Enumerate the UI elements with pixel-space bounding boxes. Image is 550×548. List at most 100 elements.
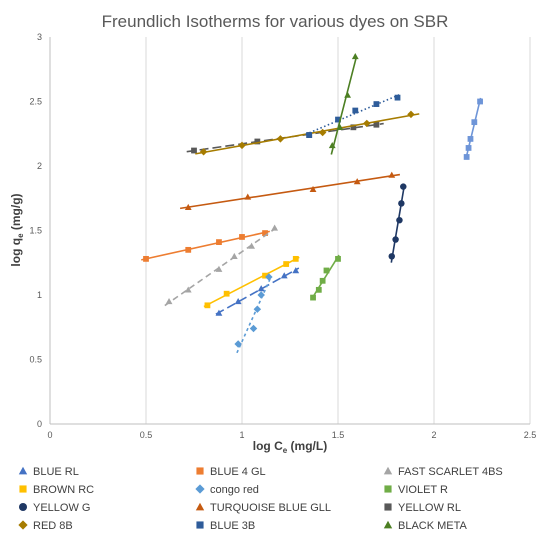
data-point: [253, 305, 262, 313]
data-point: [373, 121, 380, 128]
data-point: [335, 255, 341, 262]
chart-title: Freundlich Isotherms for various dyes on…: [101, 12, 449, 31]
data-point: [234, 340, 242, 348]
legend-marker: [196, 521, 204, 529]
data-point: [204, 302, 211, 309]
legend-label: YELLOW G: [33, 502, 90, 514]
data-point: [351, 52, 359, 60]
series-trendline: [330, 57, 357, 155]
data-point: [248, 242, 255, 249]
legend-marker: [19, 485, 27, 493]
series-7: [179, 171, 401, 210]
series-1: [141, 230, 270, 262]
legend-label: congo red: [210, 484, 259, 496]
data-point: [262, 272, 268, 279]
data-point: [392, 236, 399, 243]
data-point: [223, 290, 230, 297]
x-tick-label: 0: [47, 430, 52, 440]
data-point: [323, 267, 330, 274]
data-point: [344, 91, 351, 98]
data-point: [271, 224, 279, 231]
y-tick-label: 1.5: [29, 226, 42, 236]
legend-marker: [384, 485, 392, 493]
data-point: [215, 265, 223, 272]
series-trendline: [179, 173, 401, 210]
data-point: [353, 178, 361, 185]
data-point: [265, 273, 273, 281]
legend-label: YELLOW RL: [398, 502, 461, 514]
y-tick-label: 0.5: [29, 355, 42, 365]
legend-label: BROWN RC: [33, 484, 94, 496]
legend-label: VIOLET R: [398, 484, 448, 496]
data-point: [465, 145, 472, 151]
data-point: [238, 141, 246, 150]
data-point: [328, 141, 336, 149]
x-axis-title: log Ce (mg/L): [253, 439, 327, 455]
legend-marker: [18, 466, 28, 475]
series-5: [310, 254, 341, 301]
series-4: [234, 273, 273, 354]
data-point: [143, 255, 149, 262]
series-3: [203, 255, 300, 309]
data-point: [191, 147, 197, 154]
legend-marker: [19, 503, 27, 511]
data-point: [477, 98, 483, 105]
data-point: [335, 116, 341, 123]
data-point: [463, 154, 470, 160]
data-point: [388, 253, 395, 260]
legend-marker: [383, 466, 393, 475]
data-point: [292, 267, 300, 274]
series-trendline: [164, 225, 280, 307]
series-trendline: [141, 230, 270, 261]
data-point: [394, 94, 401, 101]
data-point: [215, 309, 223, 316]
legend-marker: [384, 503, 392, 511]
data-point: [318, 128, 327, 137]
y-tick-label: 3: [37, 32, 42, 42]
series-trendline: [305, 93, 402, 136]
x-tick-label: 0.5: [140, 430, 153, 440]
data-point: [283, 261, 290, 267]
data-point: [315, 286, 322, 293]
data-point: [184, 286, 192, 293]
series-6: [388, 183, 407, 263]
data-point: [199, 148, 208, 156]
data-point: [319, 277, 326, 284]
data-point: [257, 291, 265, 299]
legend-label: BLUE 4 GL: [210, 466, 266, 478]
legend-label: FAST SCARLET 4BS: [398, 466, 503, 478]
data-point: [407, 110, 415, 119]
series-2: [164, 224, 280, 307]
x-tick-label: 1.5: [332, 430, 345, 440]
data-point: [249, 324, 258, 333]
legend-label: TURQUOISE BLUE GLL: [210, 502, 331, 514]
data-point: [239, 234, 245, 240]
data-point: [244, 193, 252, 200]
legend-label: RED 8B: [33, 520, 73, 532]
data-point: [280, 272, 288, 279]
data-point: [373, 101, 380, 107]
data-point: [396, 216, 403, 224]
series-12: [463, 97, 483, 160]
legend-marker: [383, 520, 393, 529]
data-point: [471, 119, 478, 126]
data-point: [234, 298, 242, 305]
legend-marker: [195, 502, 205, 511]
data-point: [184, 203, 192, 210]
legend-marker: [195, 484, 205, 494]
data-point: [336, 123, 344, 131]
data-point: [306, 132, 313, 138]
legend-label: BLUE RL: [33, 466, 79, 478]
data-point: [276, 135, 285, 143]
legend-marker: [196, 467, 204, 475]
data-point: [398, 200, 405, 207]
legend-marker: [18, 520, 28, 530]
x-tick-label: 2: [431, 430, 436, 440]
series-11: [328, 52, 359, 155]
y-tick-label: 2: [37, 161, 42, 171]
data-point: [185, 246, 192, 253]
y-tick-label: 1: [37, 290, 42, 300]
series-10: [305, 93, 402, 138]
